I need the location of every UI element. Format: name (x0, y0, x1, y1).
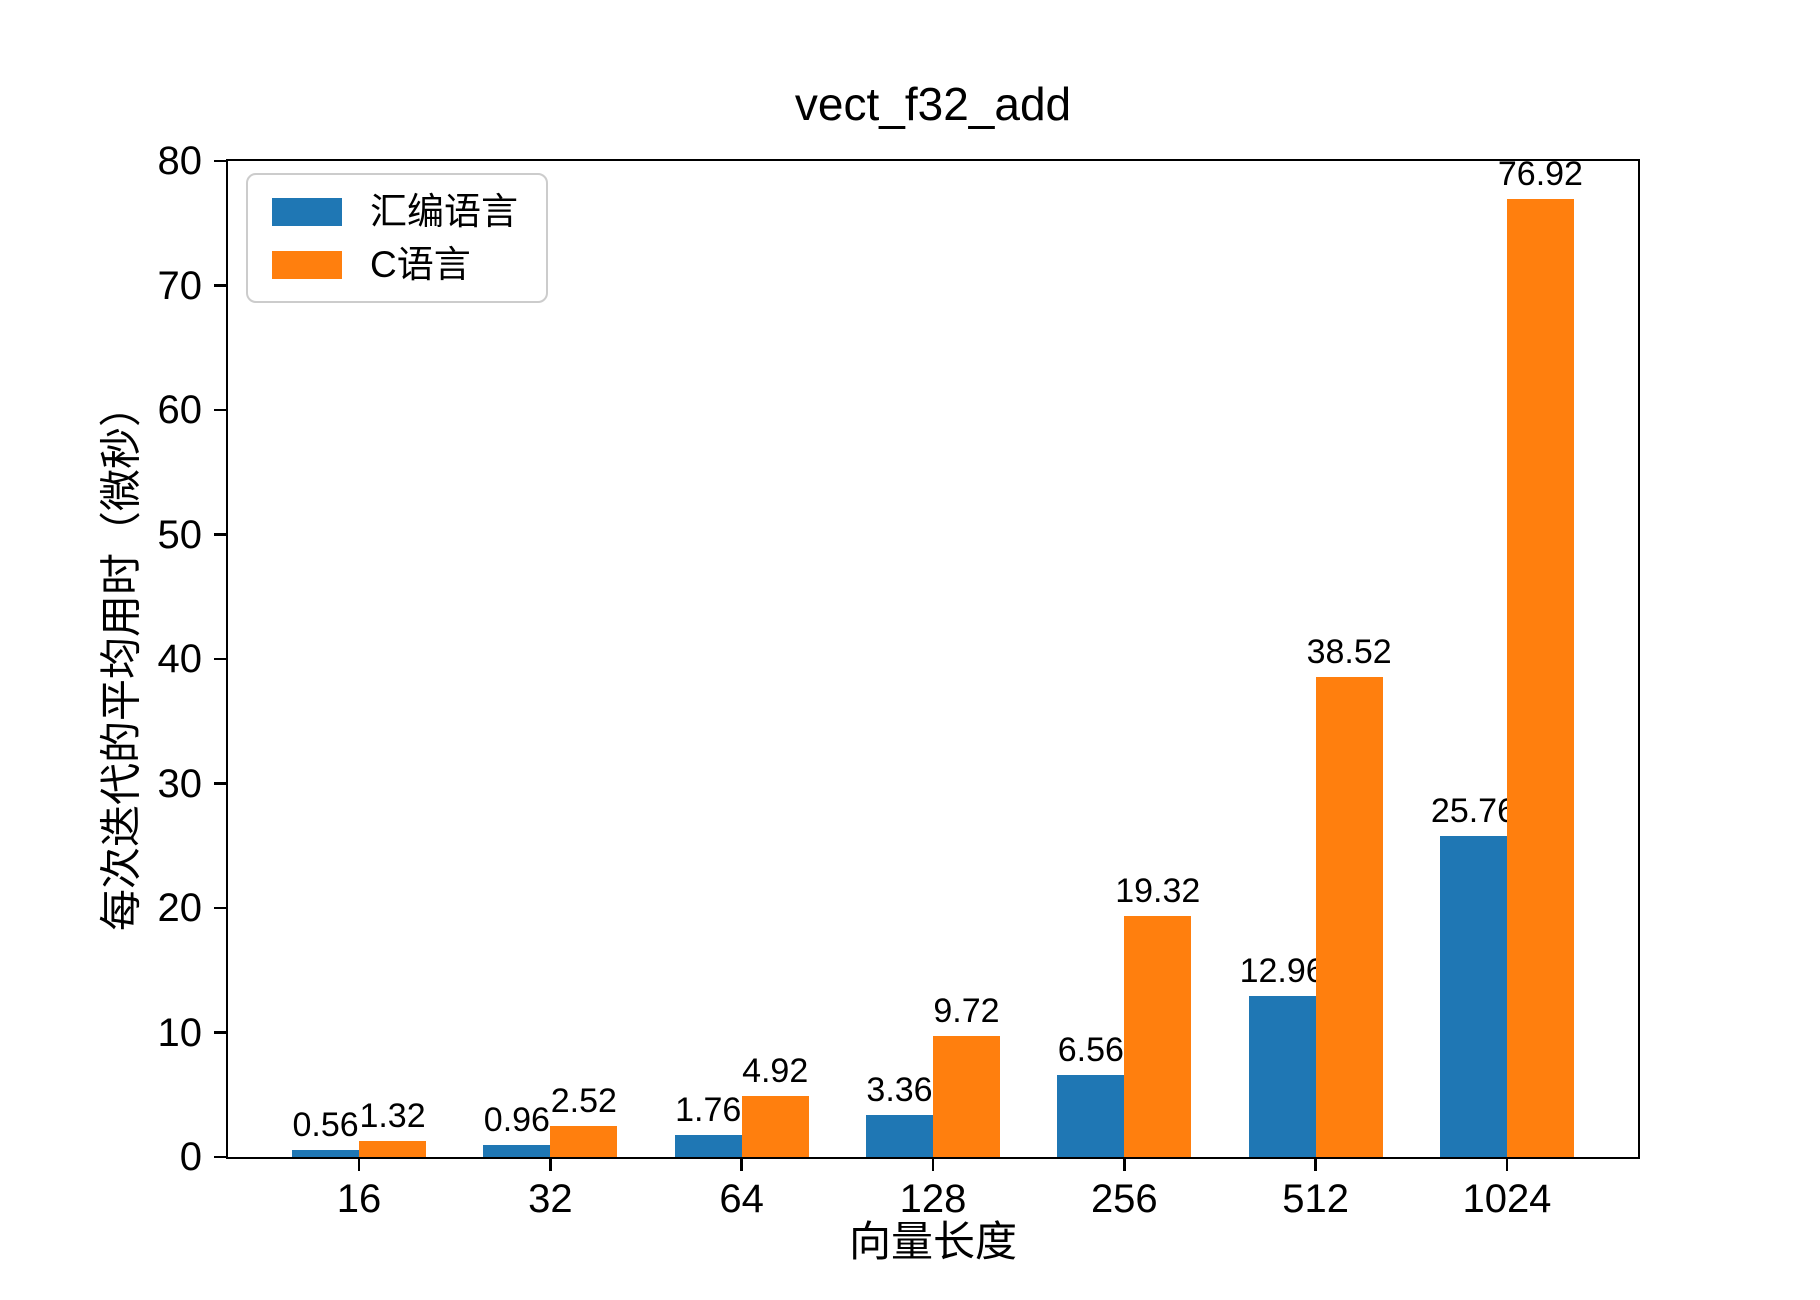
y-tick-label: 10 (157, 1010, 203, 1055)
bar-value-label: 6.56 (1057, 1031, 1124, 1070)
x-tick-mark (1123, 1159, 1126, 1171)
x-tick-label: 16 (336, 1177, 382, 1221)
bar-value-label: 3.36 (866, 1071, 933, 1110)
x-tick-mark (740, 1159, 743, 1171)
y-tick-label: 60 (157, 388, 203, 432)
y-tick-mark (214, 657, 226, 661)
x-tick-label: 32 (528, 1177, 573, 1221)
x-tick-mark (1314, 1159, 1317, 1171)
y-tick-label: 0 (179, 1135, 202, 1179)
bar-C语言-128 (933, 1036, 1000, 1157)
y-tick-mark (214, 906, 226, 910)
bar-value-label: 76.92 (1497, 155, 1583, 194)
bar-C语言-256 (1124, 916, 1192, 1157)
bar-汇编语言-1024 (1439, 836, 1507, 1157)
legend-item-c: C语言 (272, 246, 518, 283)
y-tick-mark (214, 533, 226, 536)
y-tick-label: 50 (157, 512, 203, 557)
legend-swatch-assembly-icon (272, 197, 342, 226)
y-tick-label: 80 (157, 139, 203, 183)
x-tick-mark (549, 1159, 552, 1171)
x-tick-label: 64 (719, 1177, 764, 1221)
bar-value-label: 1.32 (359, 1096, 426, 1135)
bar-汇编语言-32 (483, 1145, 551, 1157)
bar-汇编语言-64 (674, 1135, 742, 1157)
x-tick-label: 512 (1282, 1177, 1349, 1221)
x-tick-label: 1024 (1462, 1177, 1552, 1221)
bar-value-label: 9.72 (933, 992, 1000, 1030)
bar-汇编语言-512 (1248, 995, 1316, 1157)
x-tick-mark (931, 1159, 935, 1171)
legend-item-assembly: 汇编语言 (272, 193, 518, 230)
y-tick-label: 30 (157, 761, 203, 806)
legend: 汇编语言 C语言 (246, 173, 548, 303)
x-tick-mark (1505, 1159, 1509, 1171)
legend-label-c: C语言 (370, 244, 471, 285)
bar-value-label: 19.32 (1115, 872, 1201, 911)
y-tick-mark (214, 1031, 226, 1034)
bar-C语言-64 (741, 1095, 809, 1157)
x-tick-label: 256 (1090, 1177, 1158, 1221)
y-tick-label: 20 (157, 886, 203, 930)
bar-C语言-512 (1315, 677, 1383, 1157)
bar-C语言-16 (359, 1140, 426, 1157)
x-tick-label: 128 (899, 1177, 967, 1221)
chart-title: vect_f32_add (794, 78, 1072, 130)
bar-value-label: 0.56 (292, 1106, 359, 1145)
bar-value-label: 38.52 (1306, 633, 1392, 672)
legend-swatch-c-icon (272, 250, 342, 279)
y-tick-label: 70 (157, 263, 203, 308)
bar-C语言-1024 (1506, 199, 1574, 1157)
y-tick-mark (214, 408, 226, 412)
y-axis-label: 每次迭代的平均用时（微秒） (97, 384, 145, 932)
x-tick-mark (357, 1159, 361, 1171)
bar-value-label: 4.92 (742, 1051, 809, 1090)
bar-汇编语言-256 (1057, 1075, 1125, 1157)
bar-value-label: 12.96 (1239, 951, 1325, 990)
y-tick-label: 40 (157, 637, 203, 681)
y-tick-mark (214, 1155, 226, 1159)
y-tick-mark (214, 782, 226, 785)
bar-汇编语言-16 (292, 1150, 360, 1157)
legend-label-assembly: 汇编语言 (370, 191, 518, 232)
bar-value-label: 25.76 (1430, 792, 1516, 831)
x-axis-label: 向量长度 (848, 1218, 1018, 1265)
bar-value-label: 1.76 (675, 1091, 742, 1130)
bar-value-label: 2.52 (550, 1081, 617, 1120)
bar-C语言-32 (550, 1125, 618, 1157)
y-tick-mark (214, 159, 226, 163)
bar-value-label: 0.96 (483, 1101, 550, 1140)
plot-area: 汇编语言 C语言 0 10 20 30 40 50 60 70 80 16 32 64 128 256 51… (158, 141, 1640, 1219)
bar-汇编语言-128 (866, 1115, 933, 1157)
y-tick-mark (214, 284, 226, 287)
